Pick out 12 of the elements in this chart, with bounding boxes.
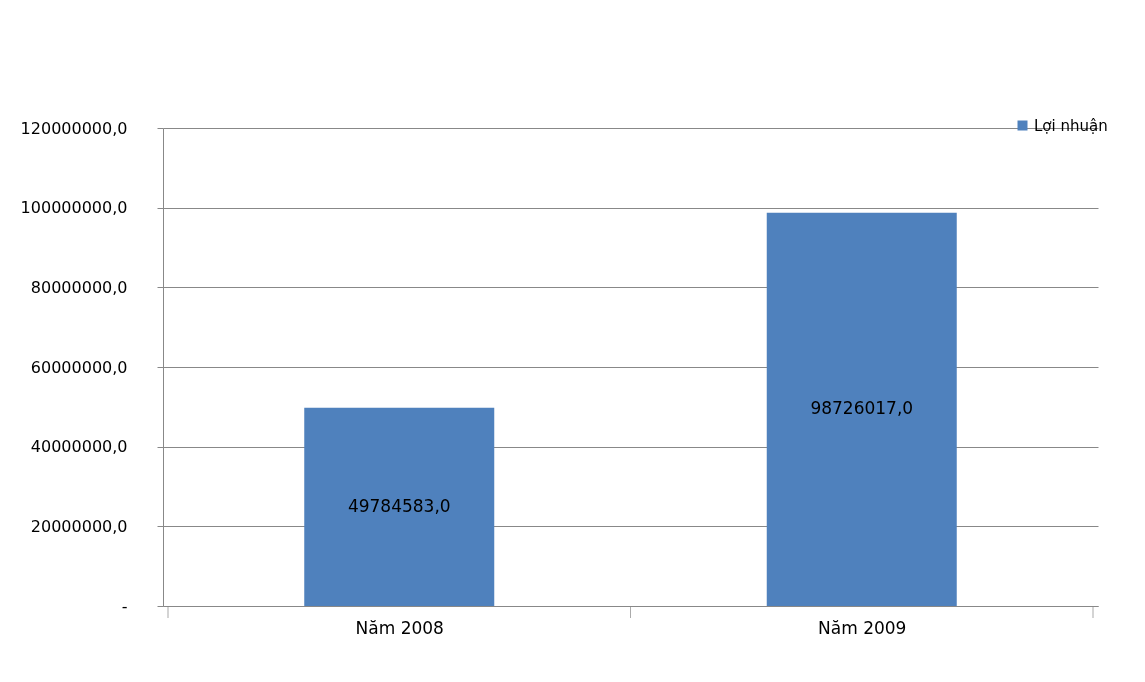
y-tick-label: 20000000,0 <box>30 516 128 536</box>
x-tick-label: Năm 2009 <box>818 617 907 638</box>
x-tick-label: Năm 2008 <box>355 617 444 638</box>
y-tick-label: 80000000,0 <box>30 277 128 297</box>
y-tick-label: 60000000,0 <box>30 357 128 377</box>
legend-label: Lợi nhuận <box>1034 116 1108 135</box>
text: 49784583,0 <box>347 495 451 516</box>
y-tick-label: 40000000,0 <box>30 437 128 457</box>
text: 98726017,0 <box>810 398 914 419</box>
y-tick-label: 100000000,0 <box>20 198 128 218</box>
y-tick-label: - <box>121 596 128 616</box>
y-tick-label: 120000000,0 <box>20 118 128 138</box>
